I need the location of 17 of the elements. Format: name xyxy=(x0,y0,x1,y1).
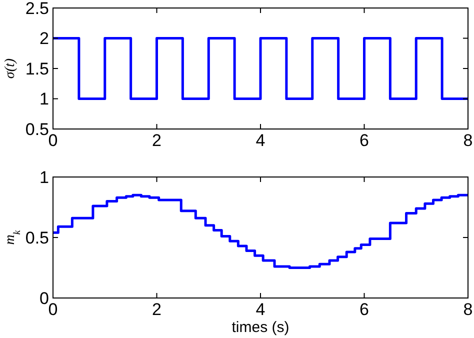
y-tick-label: 1.5 xyxy=(25,59,49,78)
y-tick-label: 2.5 xyxy=(25,0,49,18)
x-tick-label: 2 xyxy=(152,300,162,319)
x-tick-label: 6 xyxy=(360,300,369,319)
y-tick-label: 0.5 xyxy=(25,120,49,139)
x-tick-label: 8 xyxy=(463,300,473,319)
x-tick-label: 6 xyxy=(360,131,369,150)
y-tick-label: 1 xyxy=(40,90,49,109)
x-tick-label: 4 xyxy=(256,300,266,319)
y-tick-label: 1 xyxy=(40,168,49,187)
x-tick-label: 8 xyxy=(463,131,473,150)
y-tick-label: 0.5 xyxy=(25,228,49,248)
x-axis-title: times (s) xyxy=(232,319,290,336)
x-tick-label: 4 xyxy=(256,131,266,150)
y-axis-title: σ(t) xyxy=(3,58,18,79)
y-tick-label: 2 xyxy=(40,29,49,48)
x-tick-label: 2 xyxy=(152,131,162,150)
